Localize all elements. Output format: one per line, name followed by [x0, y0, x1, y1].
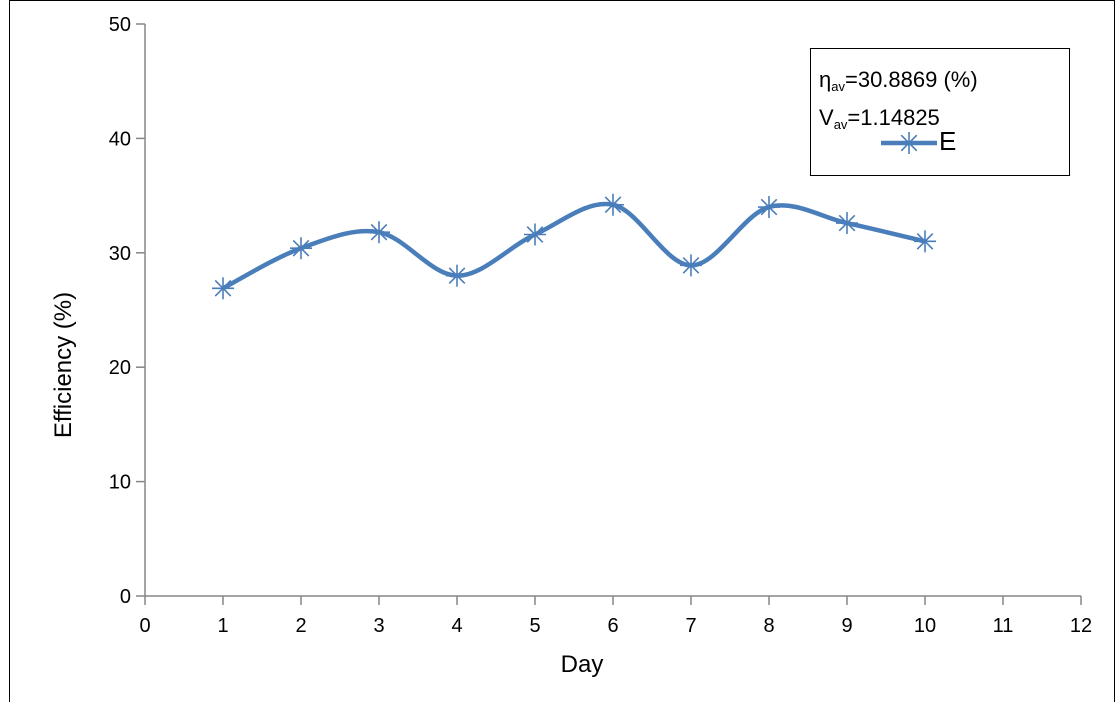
- x-tick-label: 10: [914, 615, 936, 637]
- eta-symbol: η: [819, 67, 832, 92]
- eta-average-annotation: ηav=30.8869 (%): [819, 67, 978, 94]
- y-tick-label: 10: [109, 472, 131, 494]
- x-tick-label: 7: [685, 615, 696, 637]
- data-point-marker: [914, 230, 936, 253]
- data-point-marker: [680, 254, 702, 277]
- data-point-marker: [368, 221, 390, 244]
- data-point-marker: [602, 193, 624, 216]
- data-point-marker: [836, 212, 858, 235]
- y-tick-label: 40: [109, 128, 131, 150]
- series-layer: [212, 193, 936, 300]
- y-tick-label: 30: [109, 243, 131, 265]
- eta-value: =30.8869 (%): [844, 67, 978, 92]
- x-tick-label: 11: [993, 615, 1014, 637]
- data-point-marker: [290, 237, 312, 260]
- data-point-marker: [212, 277, 234, 300]
- x-tick-label: 5: [529, 615, 540, 637]
- ticks: [136, 23, 1082, 605]
- x-tick-label: 4: [451, 615, 462, 637]
- x-tick-label: 12: [1070, 615, 1092, 637]
- x-tick-label: 6: [607, 615, 618, 637]
- legend: ηav=30.8869 (%) Vav=1.14825 E: [810, 48, 1070, 176]
- v-value: =1.14825: [847, 105, 940, 130]
- y-tick-label: 50: [109, 14, 131, 36]
- x-tick-label: 0: [139, 615, 150, 637]
- legend-series-name: E: [939, 126, 957, 156]
- v-symbol: V: [819, 105, 834, 130]
- y-tick-label: 0: [120, 586, 131, 608]
- legend-marker: [898, 132, 920, 154]
- x-tick-label: 2: [295, 615, 306, 637]
- data-point-marker: [446, 264, 468, 287]
- x-tick-label: 9: [841, 615, 852, 637]
- legend-line-marker-icon: [881, 132, 937, 154]
- legend-entry: E: [879, 126, 999, 159]
- v-average-annotation: Vav=1.14825: [819, 105, 940, 132]
- y-axis-title: Efficiency (%): [50, 292, 77, 438]
- x-tick-label: 8: [763, 615, 774, 637]
- data-point-marker: [524, 223, 546, 246]
- x-axis-title: Day: [561, 651, 604, 678]
- eta-subscript: av: [831, 79, 845, 94]
- x-tick-label: 1: [217, 615, 228, 637]
- y-tick-label: 20: [109, 357, 131, 379]
- x-tick-label: 3: [373, 615, 384, 637]
- v-subscript: av: [833, 117, 848, 132]
- data-point-marker: [758, 196, 780, 219]
- series-line-E: [221, 201, 926, 291]
- chart-frame: [9, 0, 1115, 702]
